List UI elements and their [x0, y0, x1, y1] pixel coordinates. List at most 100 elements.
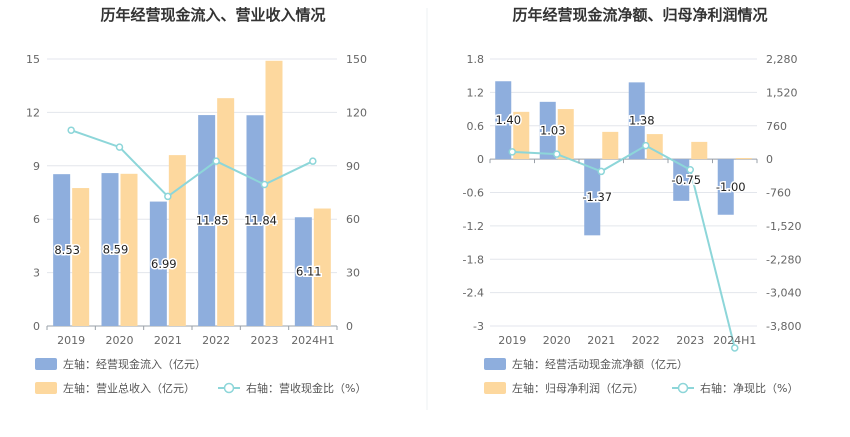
ratio-line [67, 126, 317, 201]
x-tick-label: 2020 [106, 334, 134, 347]
left-tick-label: 0 [33, 320, 40, 333]
left-tick-label: 0.6 [467, 120, 485, 133]
bar-revenue [735, 158, 752, 160]
bar-cash-flow [149, 201, 167, 326]
chart-net-cash-flow-profit: 历年经营现金流净额、归母净利润情况 1.40 1.03 -1.37 1.38 -0.75… [463, 6, 802, 395]
ratio-line-point [686, 166, 694, 174]
right-tick-label: 0 [346, 320, 353, 333]
axis-ticks: 0 0 3 30 6 60 9 90 12 120 15 150 2019 2020 2021 2022 202… [26, 53, 367, 347]
bar-revenue [513, 111, 530, 160]
bar-data-label: -1.37 [582, 190, 612, 204]
grid-lines [47, 58, 337, 327]
left-tick-label: 6 [33, 213, 40, 226]
bar-data-label: 1.38 [629, 114, 655, 128]
bar-revenue [120, 173, 138, 326]
x-tick-label: 2019 [57, 334, 85, 347]
chart-title: 历年经营现金流入、营业收入情况 [100, 6, 325, 24]
right-tick-label: -3,800 [766, 320, 801, 333]
ratio-line-point [508, 148, 516, 156]
x-tick-label: 2024H1 [291, 334, 334, 347]
bar-data-label: -1.00 [716, 180, 746, 194]
legend-line-marker [223, 382, 235, 394]
x-tick-label: 2023 [676, 334, 704, 347]
x-tick-label: 2022 [632, 334, 660, 347]
bar-cash-flow [673, 159, 690, 201]
ratio-line-point [731, 344, 739, 352]
legend: 左轴：经营现金流入（亿元） 左轴：营业总收入（亿元） 右轴：营收现金比（%） [35, 357, 366, 395]
ratio-line-point [642, 141, 650, 150]
left-tick-label: 3 [33, 267, 40, 280]
right-tick-label: 0 [766, 153, 773, 166]
left-tick-label: 15 [26, 53, 40, 66]
legend-swatch [484, 358, 506, 370]
bar-revenue [557, 109, 574, 160]
ratio-line-point [597, 167, 605, 176]
legend-label: 左轴：归母净利润（亿元） [512, 381, 644, 395]
ratio-line-point [260, 180, 269, 189]
left-tick-label: -1.8 [463, 253, 484, 266]
left-tick-label: -2.4 [463, 287, 484, 300]
bar-data-label: 8.59 [103, 243, 129, 257]
right-tick-label: 1,520 [766, 86, 798, 99]
left-tick-label: 12 [26, 106, 40, 119]
bar-revenue [72, 188, 90, 326]
bar-cash-flow [495, 81, 512, 160]
bar-revenue [691, 141, 708, 160]
legend-label: 右轴：净现比（%） [700, 381, 798, 395]
bar-revenue [265, 60, 283, 326]
left-tick-label: -3 [473, 320, 484, 333]
bar-revenue [602, 131, 619, 160]
ratio-line-path [512, 144, 736, 349]
right-tick-label: 760 [766, 120, 787, 133]
ratio-line-point [212, 157, 220, 165]
ratio-line-point [553, 150, 561, 158]
bar-revenue [168, 155, 186, 326]
left-tick-label: 1.8 [467, 53, 485, 66]
legend-swatch [35, 382, 57, 394]
bar-revenue [313, 208, 331, 326]
right-tick-label: -2,280 [766, 253, 801, 266]
ratio-line-path [70, 129, 314, 198]
x-tick-label: 2020 [543, 334, 571, 347]
right-tick-label: 60 [346, 213, 360, 226]
right-tick-label: 30 [346, 267, 360, 280]
bar-cash-flow [294, 217, 312, 326]
bar-cash-flow [717, 159, 734, 215]
legend-line-marker [677, 382, 689, 394]
left-tick-label: 0 [477, 153, 484, 166]
left-tick-label: 9 [33, 160, 40, 173]
bar-data-label: 11.85 [196, 214, 229, 228]
ratio-line-point [67, 126, 75, 134]
ratio-line-point [164, 192, 172, 201]
data-labels: 1.40 1.03 -1.37 1.38 -0.75 -1.00 [494, 112, 747, 206]
x-tick-label: 2021 [154, 334, 182, 347]
x-tick-label: 2021 [587, 334, 615, 347]
left-tick-label: -1.2 [463, 220, 484, 233]
right-tick-label: -3,040 [766, 287, 801, 300]
bar-data-label: 11.84 [244, 214, 277, 228]
bar-cash-flow [198, 115, 216, 326]
bar-data-label: -0.75 [671, 173, 701, 187]
bar-data-label: 6.99 [151, 257, 177, 271]
ratio-line-point [309, 157, 317, 165]
x-tick-label: 2024H1 [713, 334, 756, 347]
legend-label: 左轴：营业总收入（亿元） [63, 381, 195, 395]
ratio-line-point [115, 143, 124, 151]
bar-cash-flow [53, 174, 71, 326]
x-tick-label: 2019 [498, 334, 526, 347]
bar-data-label: 8.53 [54, 243, 80, 257]
left-tick-label: 1.2 [467, 86, 485, 99]
bar-cash-flow [539, 101, 556, 160]
chart-title: 历年经营现金流净额、归母净利润情况 [512, 6, 767, 24]
bars [53, 60, 331, 326]
legend-label: 右轴：营收现金比（%） [246, 381, 366, 395]
bar-cash-flow [584, 159, 601, 236]
legend: 左轴：经营活动现金流净额（亿元） 左轴：归母净利润（亿元） 右轴：净现比（%） [484, 357, 798, 395]
bar-cash-flow [628, 82, 645, 160]
bars [495, 81, 752, 236]
bar-cash-flow [246, 115, 264, 326]
right-tick-label: 150 [346, 53, 367, 66]
right-tick-label: 120 [346, 106, 367, 119]
chart-cash-inflow-revenue: 历年经营现金流入、营业收入情况 8.53 8.59 6.99 11.85 11.84 6.… [26, 6, 367, 395]
